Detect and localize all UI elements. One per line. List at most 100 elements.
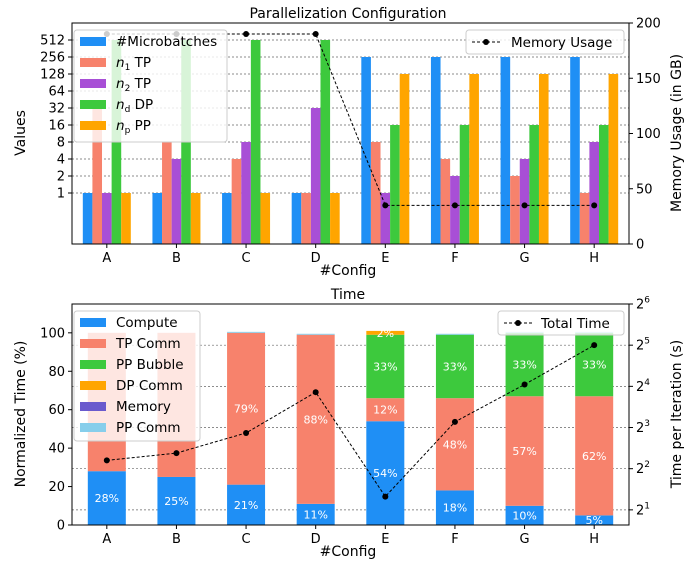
total-time-point-d bbox=[312, 389, 319, 396]
legend-swatch-n1-tp bbox=[80, 58, 106, 67]
y-tick-label: 60 bbox=[48, 403, 65, 418]
y-tick-label: 512 bbox=[40, 34, 65, 49]
percent-label-compute-b: 25% bbox=[164, 495, 188, 508]
y2-tick-label: 24 bbox=[636, 378, 650, 395]
bar-np-pp-h bbox=[608, 74, 619, 244]
normalized-time-axis-ticks: 0 20 40 60 80 100 bbox=[40, 326, 72, 534]
bar-compute-g bbox=[505, 505, 544, 525]
bar-nd-dp-f bbox=[459, 125, 470, 244]
x-tick-label: D bbox=[311, 532, 321, 547]
x-tick-label: F bbox=[451, 532, 458, 547]
percent-label-pp-bubble-f: 33% bbox=[443, 360, 467, 373]
percent-label-tp-comm-c: 79% bbox=[234, 403, 258, 416]
y-tick-label: 32 bbox=[48, 102, 65, 117]
legend-frame bbox=[497, 310, 625, 336]
bar-dp-comm-e bbox=[366, 330, 405, 335]
y-tick-label: 64 bbox=[48, 85, 65, 100]
time-percent-labels: 28% 25% 21% 11% 54% 18% 10% 5% 79% 88% 12% 48% 57% 62… bbox=[95, 327, 607, 527]
y2-tick-label: 26 bbox=[636, 296, 650, 313]
legend-label-microbatches: #Microbatches bbox=[116, 34, 217, 50]
values-axis-ticks: 1 2 4 8 16 32 64 128 256 512 bbox=[40, 34, 72, 202]
bar-microbatches-c bbox=[222, 193, 232, 244]
memory-usage-point-g bbox=[521, 202, 528, 209]
bar-n1-tp-b bbox=[162, 142, 172, 244]
percent-label-compute-e: 54% bbox=[373, 467, 397, 480]
bar-np-pp-f bbox=[469, 74, 479, 244]
legend-frame bbox=[465, 29, 625, 55]
y2-tick-label: 0 bbox=[636, 238, 644, 253]
bar-tp-comm-h bbox=[575, 396, 614, 516]
y-tick-label: 100 bbox=[40, 326, 65, 341]
bar-nd-dp-h bbox=[598, 125, 609, 244]
memory-usage-legend: Memory Usage bbox=[465, 29, 625, 55]
bar-microbatches-a bbox=[82, 193, 93, 244]
bar-nd-dp-c bbox=[250, 40, 261, 244]
bar-np-pp-c bbox=[260, 193, 271, 244]
y2-tick-label: 50 bbox=[636, 182, 653, 197]
legend-swatch-np-pp bbox=[80, 121, 106, 130]
legend-swatch-microbatches bbox=[80, 37, 106, 46]
legend-label-pp-comm: PP Comm bbox=[116, 420, 181, 436]
x-tick-label: E bbox=[381, 251, 389, 266]
memory-usage-point-e bbox=[382, 202, 389, 209]
bar-np-pp-a bbox=[121, 193, 131, 244]
y-tick-label: 20 bbox=[48, 480, 65, 495]
percent-label-dp-comm-e: 2% bbox=[377, 327, 394, 340]
x-tick-label: A bbox=[102, 251, 111, 266]
bar-pp-comm-c bbox=[227, 331, 266, 333]
memory-axis-ticks: 0 50 100 150 200 bbox=[629, 17, 661, 253]
bar-compute-d bbox=[296, 503, 335, 525]
bar-n1-tp-c bbox=[231, 159, 242, 244]
total-time-point-a bbox=[103, 457, 110, 464]
bar-microbatches-h bbox=[570, 57, 580, 244]
y-tick-label: 40 bbox=[48, 442, 65, 457]
x-tick-label: A bbox=[102, 532, 111, 547]
y-tick-label: 256 bbox=[40, 51, 65, 66]
x-tick-label: G bbox=[520, 532, 530, 547]
x-tick-label: D bbox=[311, 251, 321, 266]
config-axis-ticks-bottom: A B C D E F G H bbox=[102, 525, 599, 547]
percent-label-tp-comm-f: 48% bbox=[443, 438, 467, 451]
total-time-point-b bbox=[173, 450, 180, 457]
legend-swatch-n2-tp bbox=[80, 79, 106, 88]
bar-nd-dp-e bbox=[390, 125, 400, 244]
bar-n2-tp-c bbox=[241, 142, 251, 244]
bar-compute-h bbox=[575, 515, 614, 525]
percent-label-compute-h: 5% bbox=[585, 514, 602, 527]
bar-n2-tp-g bbox=[519, 159, 530, 244]
bar-compute-e bbox=[366, 421, 405, 525]
percent-label-compute-g: 10% bbox=[512, 509, 536, 522]
percent-label-tp-comm-e: 12% bbox=[373, 404, 397, 417]
values-axis-label: Values bbox=[13, 110, 29, 156]
bar-n2-tp-f bbox=[450, 176, 460, 244]
percent-label-compute-f: 18% bbox=[443, 502, 467, 515]
time-legend: Compute TP Comm PP Bubble DP Comm Memory… bbox=[73, 310, 201, 442]
bar-n2-tp-a bbox=[102, 193, 112, 244]
legend-label-memory: Memory bbox=[116, 399, 171, 415]
parallelization-chart: Parallelization Configuration 1 2 4 8 16 32 64… bbox=[13, 6, 685, 279]
y2-tick-label: 200 bbox=[636, 17, 661, 32]
bar-np-pp-e bbox=[399, 74, 410, 244]
bar-n2-tp-b bbox=[171, 159, 182, 244]
bar-pp-bubble-e bbox=[366, 334, 405, 399]
x-tick-label: F bbox=[451, 251, 458, 266]
bar-n2-tp-e bbox=[380, 193, 391, 244]
bar-n1-tp-h bbox=[579, 193, 590, 244]
bar-pp-comm-f bbox=[435, 333, 474, 335]
bar-pp-bubble-f bbox=[435, 334, 474, 399]
legend-frame bbox=[73, 29, 228, 143]
bar-microbatches-d bbox=[291, 193, 302, 244]
parallelization-legend: #Microbatches n1 TP n2 TP nd DP np PP bbox=[73, 29, 228, 143]
y-tick-label: 1 bbox=[57, 187, 65, 202]
y-tick-label: 16 bbox=[48, 119, 65, 134]
bar-pp-comm-d bbox=[296, 333, 335, 335]
legend-label-n1-tp: n1 TP bbox=[116, 55, 151, 73]
legend-label-tp-comm: TP Comm bbox=[115, 336, 181, 352]
time-plot-frame bbox=[71, 303, 630, 526]
x-tick-label: C bbox=[242, 532, 251, 547]
bar-compute-c bbox=[227, 484, 266, 525]
x-tick-label: B bbox=[172, 251, 181, 266]
bar-n2-tp-h bbox=[589, 142, 599, 244]
memory-usage-point-d bbox=[312, 31, 319, 38]
